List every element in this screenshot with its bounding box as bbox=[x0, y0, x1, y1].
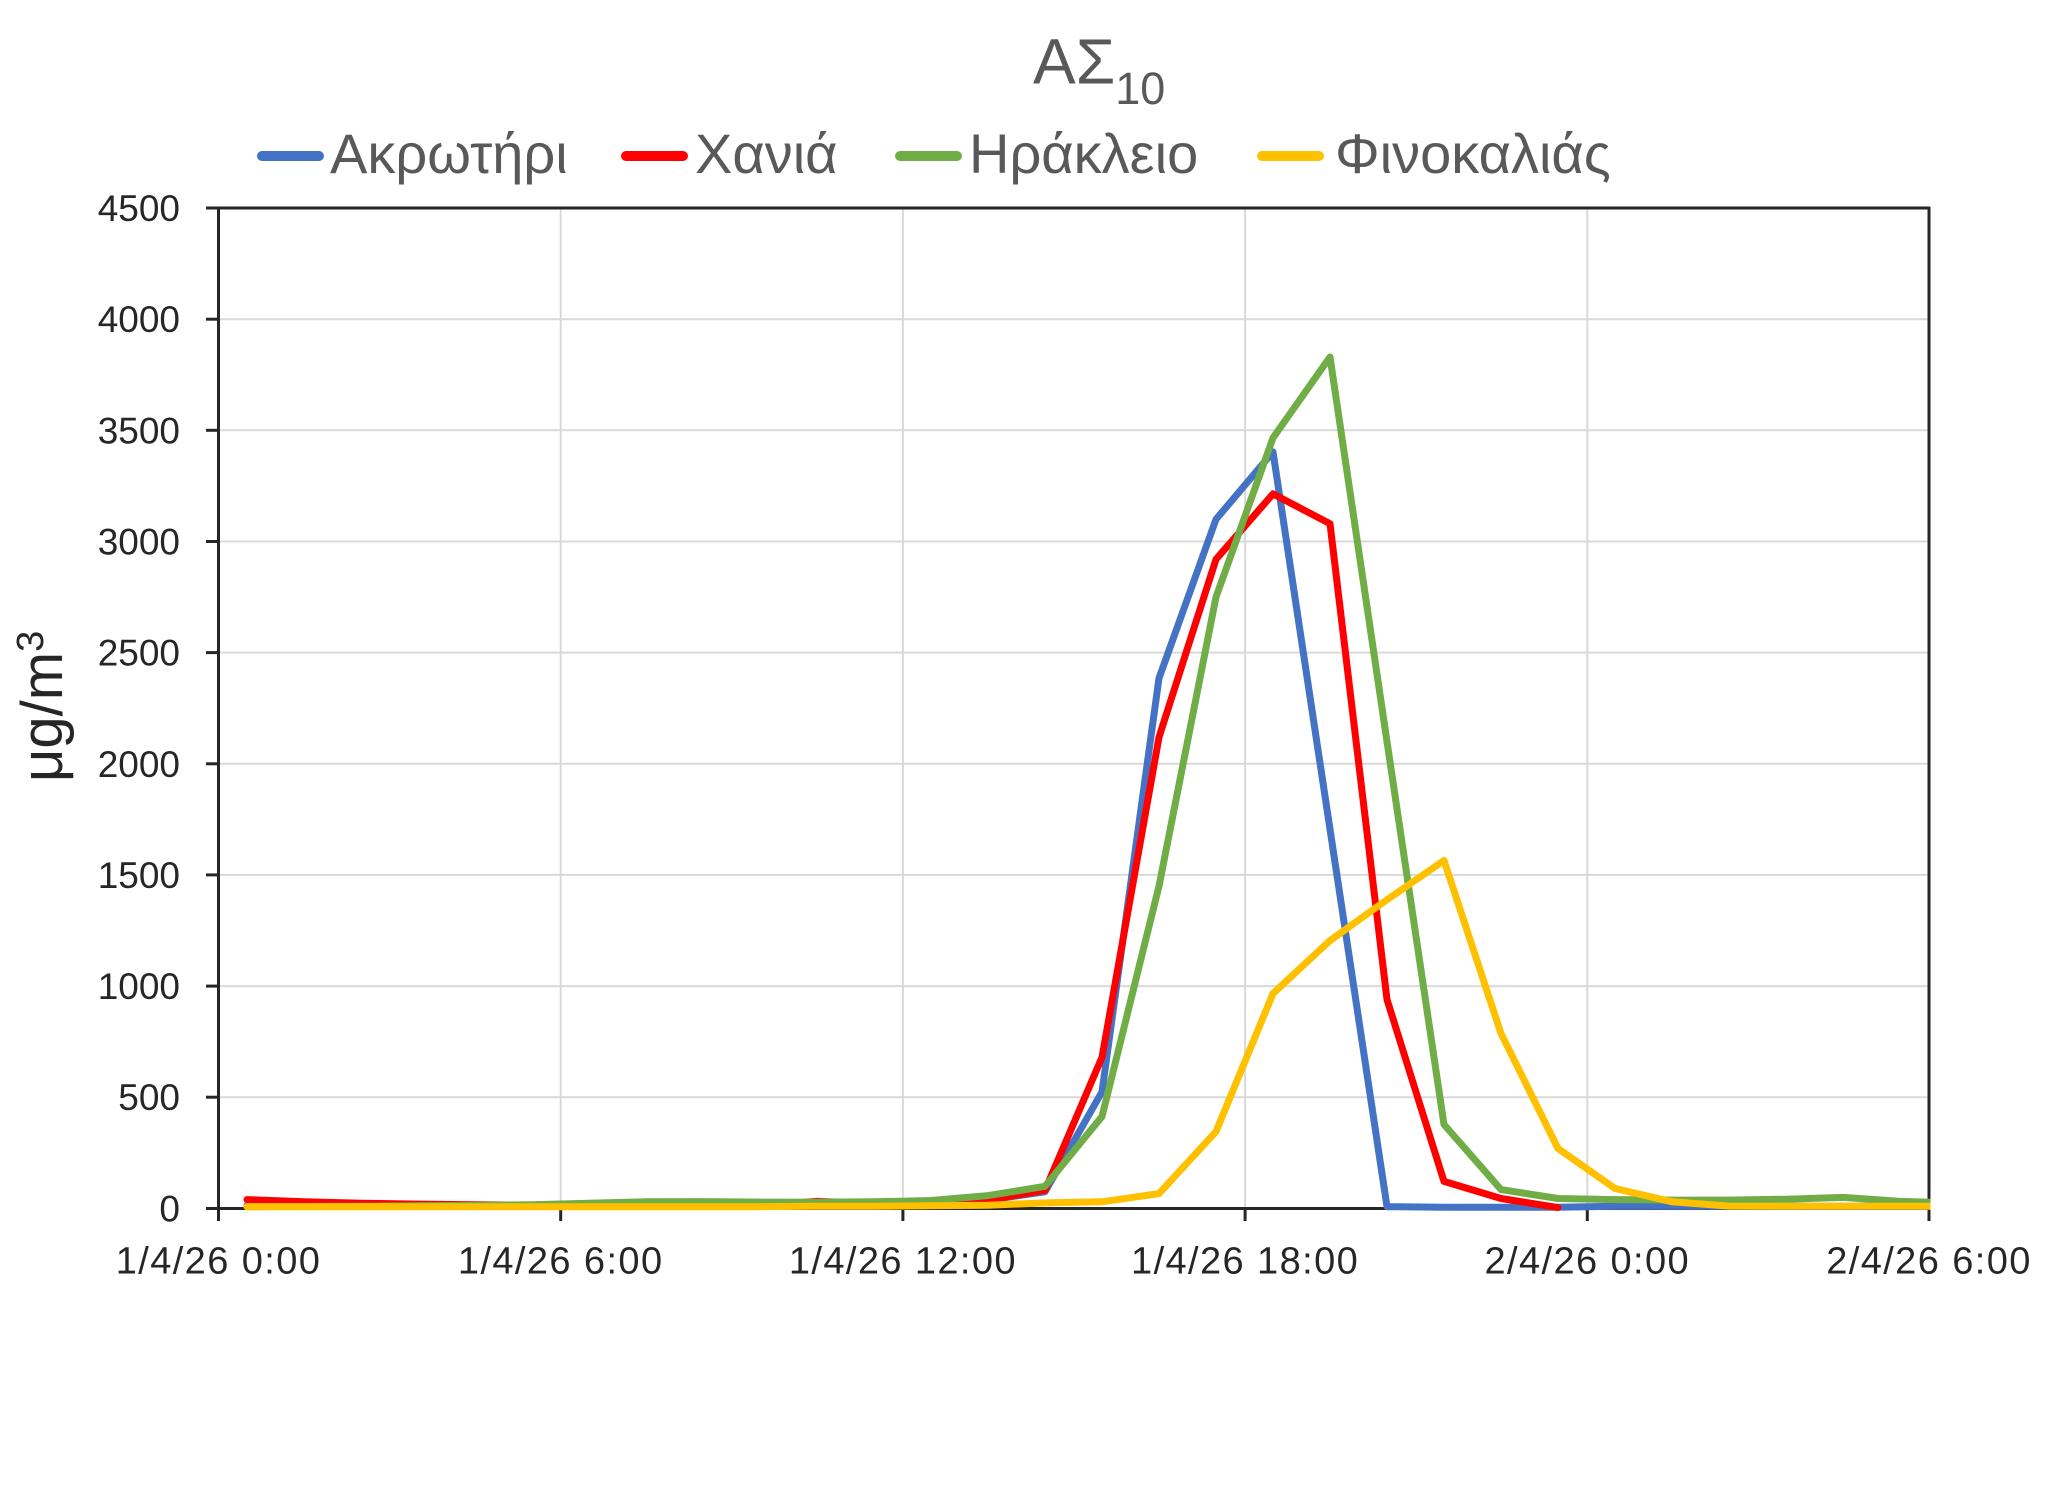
svg-text:Φινοκαλιάς: Φινοκαλιάς bbox=[1335, 122, 1611, 185]
svg-text:2500: 2500 bbox=[98, 633, 180, 674]
svg-text:1/4/26 18:00: 1/4/26 18:00 bbox=[1131, 1241, 1359, 1283]
svg-text:Ηράκλειο: Ηράκλειο bbox=[969, 122, 1198, 185]
svg-text:3000: 3000 bbox=[98, 522, 180, 563]
svg-text:2/4/26 6:00: 2/4/26 6:00 bbox=[1826, 1241, 2032, 1283]
svg-text:μg/m3: μg/m3 bbox=[10, 631, 75, 782]
svg-text:4000: 4000 bbox=[98, 299, 180, 340]
svg-text:0: 0 bbox=[159, 1189, 180, 1230]
svg-text:2000: 2000 bbox=[98, 744, 180, 785]
svg-text:Χανιά: Χανιά bbox=[695, 122, 838, 185]
svg-text:Ακρωτήρι: Ακρωτήρι bbox=[330, 122, 568, 185]
svg-text:500: 500 bbox=[118, 1077, 180, 1118]
svg-text:3500: 3500 bbox=[98, 410, 180, 451]
svg-text:2/4/26 0:00: 2/4/26 0:00 bbox=[1485, 1241, 1691, 1283]
svg-text:1500: 1500 bbox=[98, 855, 180, 896]
svg-text:4500: 4500 bbox=[98, 188, 180, 229]
svg-text:1/4/26 6:00: 1/4/26 6:00 bbox=[458, 1241, 664, 1283]
svg-text:1/4/26 12:00: 1/4/26 12:00 bbox=[789, 1241, 1017, 1283]
svg-text:1/4/26 0:00: 1/4/26 0:00 bbox=[116, 1241, 322, 1283]
svg-text:1000: 1000 bbox=[98, 966, 180, 1007]
